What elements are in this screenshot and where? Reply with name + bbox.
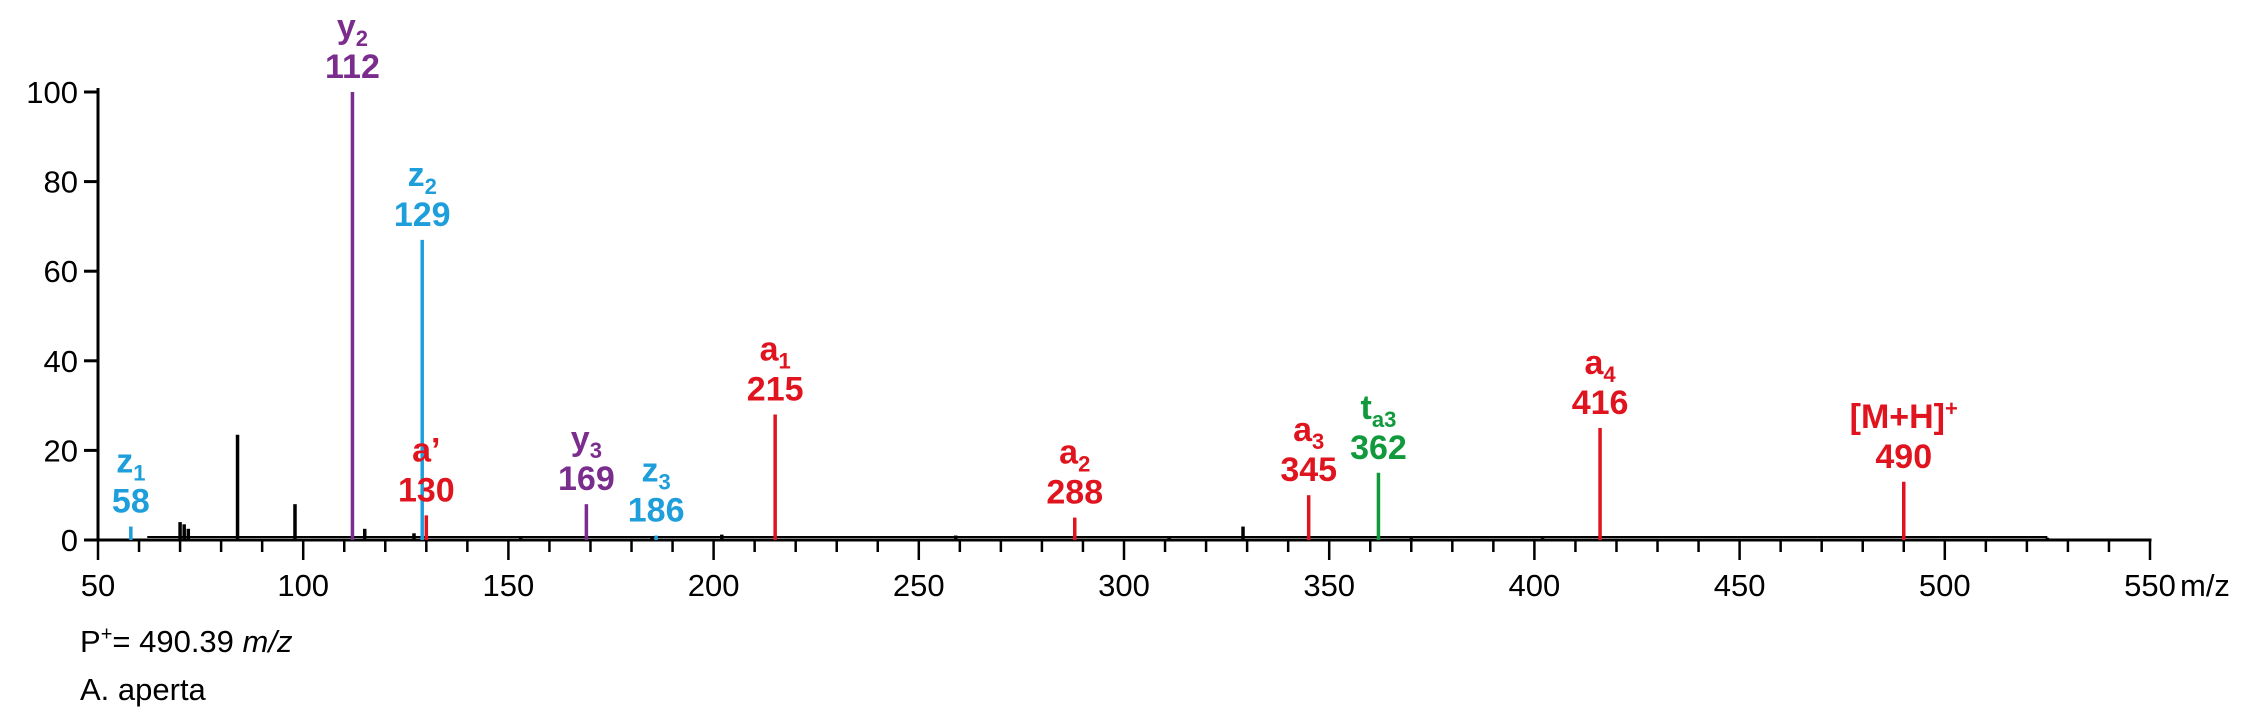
peak-ion-label: y3 (571, 420, 602, 463)
peak-mz-label: 416 (1572, 384, 1629, 422)
peak-ion-label: a’ (412, 431, 440, 469)
peak-ion-label: z1 (116, 443, 145, 486)
x-tick-label: 200 (688, 568, 740, 603)
x-tick-label: 500 (1919, 568, 1971, 603)
peak-mz-label: 362 (1350, 429, 1407, 467)
x-unit-label: m/z (2180, 568, 2230, 603)
y-tick-label: 60 (44, 254, 78, 289)
x-tick-label: 550 (2124, 568, 2176, 603)
precursor-unit: m/z (242, 624, 293, 659)
peak-ion-label: a2 (1059, 434, 1090, 477)
peak-ion-label: a3 (1293, 411, 1324, 454)
peak-mz-label: 345 (1280, 451, 1337, 489)
peak-mz-label: 169 (558, 460, 615, 498)
species-label: A. aperta (80, 672, 206, 707)
precursor-value: = 490.39 (112, 624, 243, 659)
precursor-sup: + (100, 623, 113, 646)
y-tick-label: 0 (61, 523, 78, 558)
peak-mz-label: 288 (1046, 474, 1103, 512)
peak-mz-label: 186 (628, 492, 685, 530)
x-tick-label: 300 (1098, 568, 1150, 603)
precursor-prefix: P (80, 624, 101, 659)
x-tick-label: 250 (893, 568, 945, 603)
y-tick-label: 100 (26, 75, 78, 110)
peak-ion-label: y2 (337, 8, 368, 51)
precursor-note: P+= 490.39 m/z (80, 624, 292, 660)
peak-mz-label: 490 (1875, 438, 1932, 476)
peak-ion-label: [M+H]+ (1850, 396, 1958, 436)
peak-ion-label: z2 (408, 156, 437, 199)
y-tick-label: 40 (44, 344, 78, 379)
peak-mz-label: 215 (747, 371, 804, 409)
peak-ion-label: a1 (760, 331, 791, 374)
peak-mz-label: 129 (394, 196, 451, 234)
peak-mz-label: 58 (112, 483, 150, 521)
x-tick-label: 150 (483, 568, 535, 603)
x-tick-label: 100 (277, 568, 329, 603)
y-tick-label: 80 (44, 165, 78, 200)
peak-ion-label: ta3 (1361, 389, 1397, 432)
peak-ion-label: a4 (1584, 344, 1616, 387)
x-tick-label: 350 (1303, 568, 1355, 603)
x-tick-label: 50 (81, 568, 115, 603)
y-tick-label: 20 (44, 433, 78, 468)
peak-mz-label: 112 (325, 48, 380, 86)
x-tick-label: 400 (1509, 568, 1561, 603)
peak-mz-label: 130 (398, 471, 455, 509)
peak-ion-label: z3 (642, 452, 671, 495)
x-tick-label: 450 (1714, 568, 1766, 603)
